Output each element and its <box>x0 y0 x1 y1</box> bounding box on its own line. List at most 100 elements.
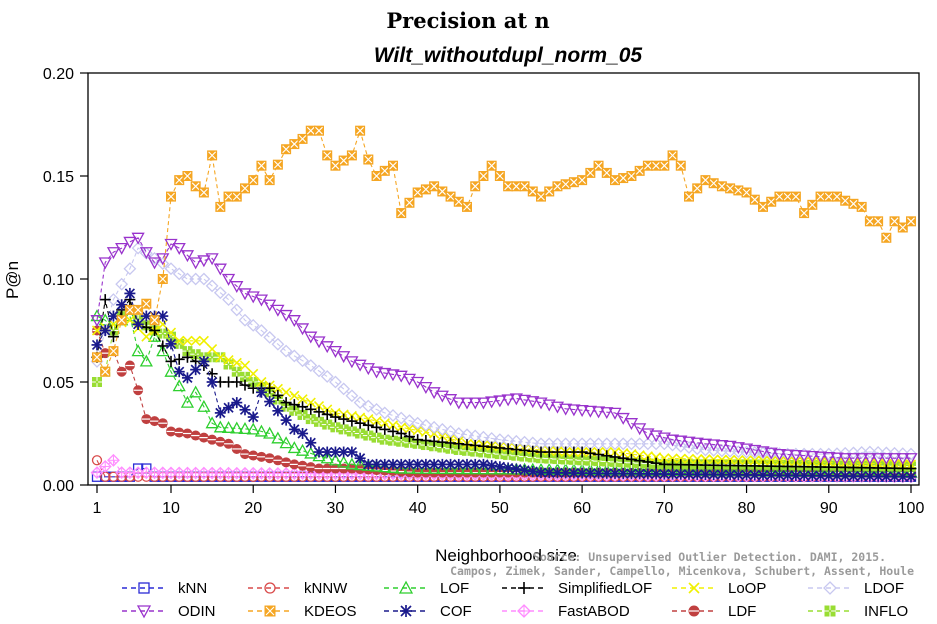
data-point <box>412 434 424 446</box>
data-point <box>90 466 104 480</box>
legend-marker <box>264 582 276 594</box>
data-point <box>149 416 160 427</box>
data-point <box>805 451 819 464</box>
data-point <box>107 331 119 343</box>
data-point <box>140 310 152 322</box>
data-point <box>469 439 481 451</box>
data-point <box>494 448 506 460</box>
data-point <box>215 201 226 212</box>
data-point <box>264 175 275 186</box>
data-point <box>848 198 859 209</box>
data-point <box>822 452 836 465</box>
data-point <box>657 437 671 451</box>
data-point <box>419 418 433 432</box>
data-point <box>231 191 242 202</box>
data-point <box>287 349 301 363</box>
data-point <box>123 262 137 276</box>
data-point <box>230 303 244 317</box>
legend-label: LDOF <box>864 580 904 597</box>
data-point <box>731 445 745 459</box>
data-point <box>213 420 227 433</box>
y-tick-label: 0.20 <box>43 66 74 83</box>
data-point <box>725 454 736 465</box>
legend-item-fastabod: FastABOD <box>502 603 630 620</box>
data-point <box>674 439 688 453</box>
data-point <box>239 404 251 416</box>
data-point <box>386 409 400 422</box>
legend-marker <box>517 604 531 618</box>
data-point <box>320 370 334 383</box>
data-point <box>139 247 153 260</box>
data-point <box>205 416 219 429</box>
data-point <box>462 201 472 212</box>
data-point <box>305 125 316 136</box>
data-point <box>304 359 318 372</box>
data-point <box>577 175 588 186</box>
data-point <box>906 216 916 227</box>
legend-label: LOF <box>440 580 469 597</box>
data-point <box>222 293 235 307</box>
data-point <box>749 194 760 205</box>
data-point <box>600 407 614 420</box>
data-point <box>799 208 810 219</box>
data-point <box>625 453 637 465</box>
data-point <box>231 443 242 454</box>
data-point <box>255 324 268 337</box>
data-point <box>115 242 129 255</box>
data-point <box>840 195 851 206</box>
data-point <box>289 459 300 470</box>
data-point <box>404 197 415 208</box>
data-point <box>312 364 326 378</box>
data-point <box>642 456 654 468</box>
data-point <box>248 450 259 461</box>
data-point <box>567 404 581 417</box>
data-point <box>174 427 185 438</box>
data-point <box>305 437 317 449</box>
data-point <box>371 416 382 427</box>
data-point <box>659 453 670 464</box>
data-point <box>279 436 293 449</box>
legend-label: FastABOD <box>558 603 630 620</box>
data-point <box>190 430 201 441</box>
data-point <box>412 425 423 436</box>
data-point <box>240 183 250 194</box>
data-point <box>493 395 507 408</box>
legend-marker <box>264 605 276 617</box>
data-point <box>305 462 316 473</box>
data-point <box>863 453 877 466</box>
data-point <box>443 394 458 407</box>
data-point <box>157 319 168 330</box>
data-point <box>297 460 308 471</box>
data-point <box>132 318 144 330</box>
data-point <box>337 382 351 396</box>
y-tick-label: 0.15 <box>43 169 74 186</box>
data-point <box>256 160 267 171</box>
data-point <box>723 444 737 458</box>
data-point <box>189 257 203 270</box>
legend-item-knnw: kNNW <box>248 580 348 597</box>
data-point <box>509 393 523 406</box>
data-point <box>460 397 474 410</box>
data-point <box>189 385 203 398</box>
data-point <box>411 416 425 430</box>
data-point <box>402 373 417 386</box>
y-axis-label: P@n <box>3 261 22 299</box>
data-point <box>363 154 374 165</box>
data-point <box>435 462 449 475</box>
data-point <box>815 191 826 202</box>
data-point <box>272 383 283 394</box>
data-point <box>855 453 869 466</box>
data-point <box>756 446 770 459</box>
data-point <box>223 191 234 202</box>
y-tick-label: 0.00 <box>43 478 74 495</box>
data-point <box>295 323 310 336</box>
data-point <box>107 293 120 307</box>
data-point <box>165 355 177 367</box>
data-point <box>748 446 762 459</box>
data-point <box>642 468 654 480</box>
data-point <box>394 411 408 425</box>
data-point <box>715 440 729 453</box>
data-point <box>223 438 234 449</box>
data-point <box>559 403 573 416</box>
